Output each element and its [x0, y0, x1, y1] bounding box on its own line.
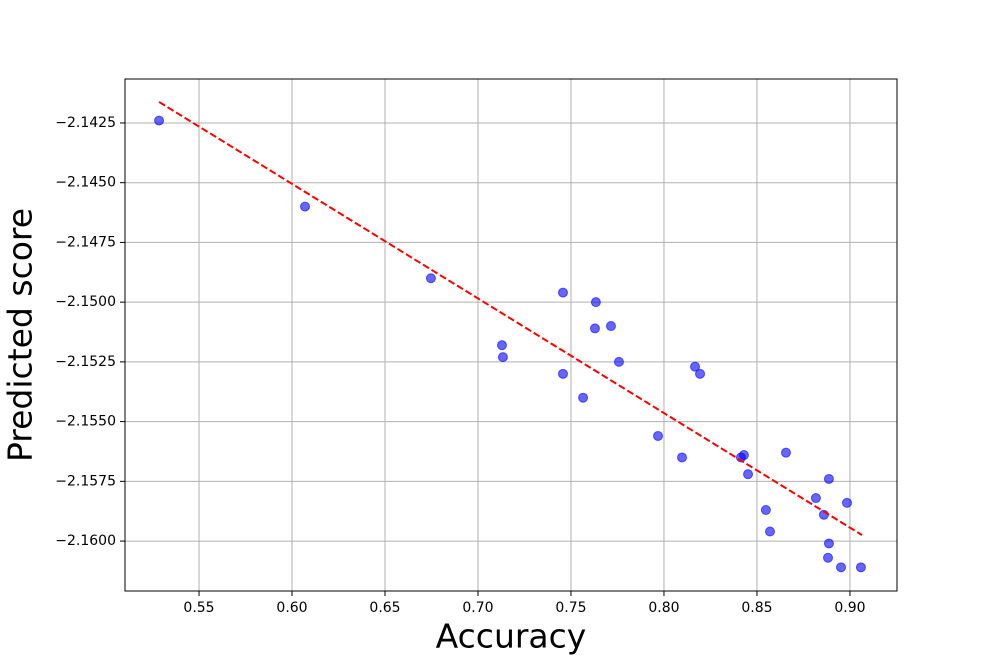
trend-line	[158, 101, 863, 536]
point	[677, 452, 688, 463]
point	[836, 562, 847, 573]
point	[760, 505, 771, 516]
y-tick-label: −2.1525	[55, 354, 116, 370]
point	[154, 115, 165, 126]
plot-frame	[124, 78, 898, 592]
y-tick-label: −2.1475	[55, 234, 116, 250]
y-axis-label: Predicted score	[1, 208, 40, 462]
x-tick-label: 0.85	[741, 600, 772, 616]
point	[823, 538, 834, 549]
point	[613, 356, 624, 367]
point	[738, 450, 749, 461]
x-tick-label: 0.80	[648, 600, 679, 616]
point	[653, 430, 664, 441]
point	[589, 323, 600, 334]
y-tick-label: −2.1450	[55, 175, 116, 191]
y-tick-label: −2.1600	[55, 533, 116, 549]
x-tick-label: 0.60	[276, 600, 307, 616]
point	[590, 297, 601, 308]
point	[578, 392, 589, 403]
point	[780, 447, 791, 458]
point	[497, 352, 508, 363]
point	[557, 287, 568, 298]
point	[557, 368, 568, 379]
point	[605, 321, 616, 332]
y-tick-label: −2.1550	[55, 414, 116, 430]
point	[300, 201, 311, 212]
point	[823, 552, 834, 563]
y-tick-label: −2.1575	[55, 473, 116, 489]
x-tick-label: 0.90	[834, 600, 865, 616]
x-axis-label: Accuracy	[436, 617, 587, 656]
x-tick-label: 0.55	[183, 600, 214, 616]
point	[841, 497, 852, 508]
point	[743, 469, 754, 480]
x-tick-label: 0.70	[462, 600, 493, 616]
y-tick-label: −2.1425	[55, 115, 116, 131]
point	[690, 361, 701, 372]
point	[764, 526, 775, 537]
point	[425, 273, 436, 284]
point	[695, 368, 706, 379]
point	[855, 562, 866, 573]
point	[496, 340, 507, 351]
y-tick-label: −2.1500	[55, 294, 116, 310]
point	[823, 473, 834, 484]
x-tick-label: 0.75	[555, 600, 586, 616]
point	[810, 493, 821, 504]
x-tick-label: 0.65	[369, 600, 400, 616]
